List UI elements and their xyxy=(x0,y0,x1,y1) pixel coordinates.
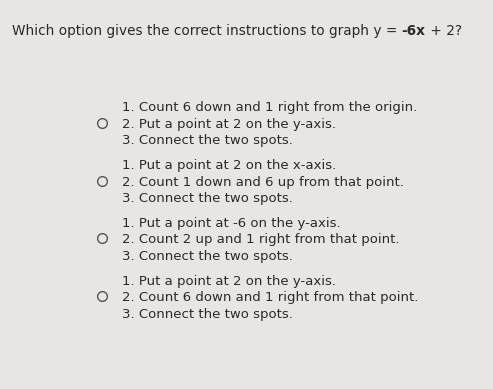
Text: 3. Connect the two spots.: 3. Connect the two spots. xyxy=(122,308,293,321)
Text: 3. Connect the two spots.: 3. Connect the two spots. xyxy=(122,192,293,205)
Text: 1. Count 6 down and 1 right from the origin.: 1. Count 6 down and 1 right from the ori… xyxy=(122,102,418,114)
Text: + 2?: + 2? xyxy=(425,24,462,38)
Text: 1. Put a point at 2 on the x-axis.: 1. Put a point at 2 on the x-axis. xyxy=(122,159,336,172)
Text: 3. Connect the two spots.: 3. Connect the two spots. xyxy=(122,250,293,263)
Text: 2. Count 1 down and 6 up from that point.: 2. Count 1 down and 6 up from that point… xyxy=(122,176,404,189)
Text: 1. Put a point at -6 on the y-axis.: 1. Put a point at -6 on the y-axis. xyxy=(122,217,341,230)
Text: 3. Connect the two spots.: 3. Connect the two spots. xyxy=(122,135,293,147)
Text: 1. Put a point at 2 on the y-axis.: 1. Put a point at 2 on the y-axis. xyxy=(122,275,336,287)
Text: Which option gives the correct instructions to graph y =: Which option gives the correct instructi… xyxy=(12,24,402,38)
Text: 2. Count 6 down and 1 right from that point.: 2. Count 6 down and 1 right from that po… xyxy=(122,291,419,304)
Text: -6x: -6x xyxy=(402,24,425,38)
Text: 2. Count 2 up and 1 right from that point.: 2. Count 2 up and 1 right from that poin… xyxy=(122,233,399,246)
Text: 2. Put a point at 2 on the y-axis.: 2. Put a point at 2 on the y-axis. xyxy=(122,118,336,131)
